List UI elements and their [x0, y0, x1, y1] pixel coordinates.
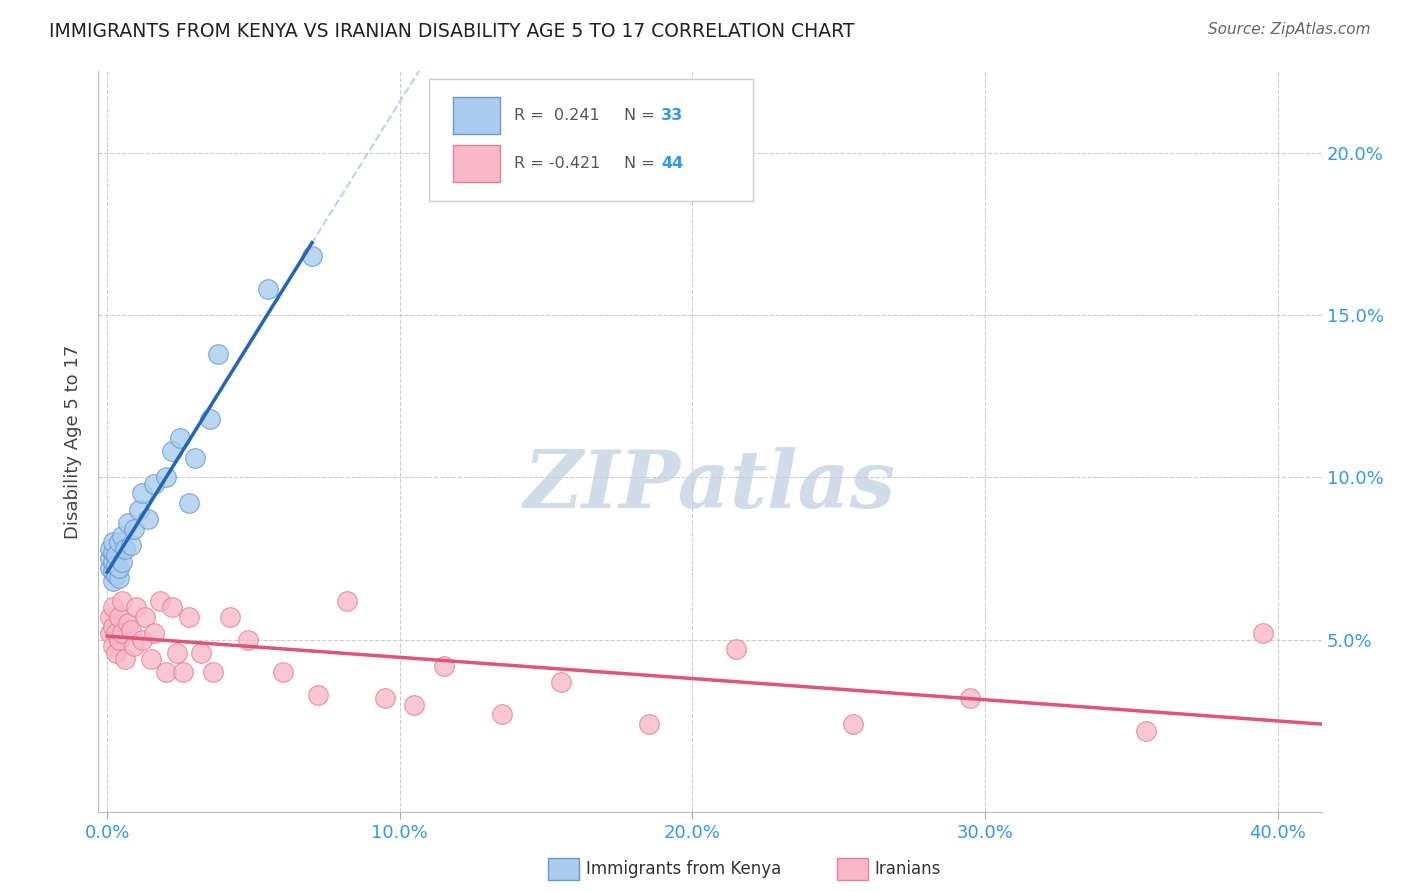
Point: [404, 698, 426, 712]
Point: [104, 626, 127, 640]
Point: [101, 535, 124, 549]
Point: [637, 717, 659, 731]
Point: [108, 561, 131, 575]
Point: [104, 567, 127, 582]
Point: [98, 541, 121, 556]
Point: [108, 610, 131, 624]
Point: [131, 632, 153, 647]
Point: [101, 639, 124, 653]
Point: [155, 470, 177, 484]
Point: [101, 545, 124, 559]
Point: [111, 626, 134, 640]
Point: [143, 476, 166, 491]
Point: [236, 632, 259, 647]
Text: 33: 33: [661, 108, 683, 123]
Point: [1251, 626, 1274, 640]
Point: [136, 512, 159, 526]
Point: [122, 639, 145, 653]
Point: [111, 529, 134, 543]
Point: [491, 707, 513, 722]
Point: [169, 431, 191, 445]
Point: [98, 610, 121, 624]
Point: [139, 652, 162, 666]
Point: [172, 665, 194, 679]
Point: [101, 565, 124, 579]
Point: [117, 516, 139, 530]
Text: 44: 44: [661, 156, 683, 171]
Point: [104, 558, 127, 572]
Point: [108, 571, 131, 585]
Point: [122, 522, 145, 536]
Point: [98, 561, 121, 575]
Point: [98, 551, 121, 566]
Text: IMMIGRANTS FROM KENYA VS IRANIAN DISABILITY AGE 5 TO 17 CORRELATION CHART: IMMIGRANTS FROM KENYA VS IRANIAN DISABIL…: [49, 22, 855, 41]
Point: [201, 665, 224, 679]
Point: [1135, 723, 1157, 738]
Point: [959, 691, 981, 706]
Point: [271, 665, 294, 679]
FancyBboxPatch shape: [453, 97, 499, 135]
Point: [101, 555, 124, 569]
Text: N =: N =: [624, 156, 661, 171]
Y-axis label: Disability Age 5 to 17: Disability Age 5 to 17: [65, 344, 83, 539]
Point: [433, 658, 456, 673]
Point: [111, 555, 134, 569]
Point: [120, 623, 142, 637]
Text: Immigrants from Kenya: Immigrants from Kenya: [586, 860, 782, 878]
Point: [374, 691, 396, 706]
Point: [108, 632, 131, 647]
Point: [301, 250, 323, 264]
Text: R = -0.421: R = -0.421: [515, 156, 600, 171]
Point: [128, 502, 150, 516]
Text: R =  0.241: R = 0.241: [515, 108, 600, 123]
Point: [207, 347, 229, 361]
Text: ZIPatlas: ZIPatlas: [524, 447, 896, 524]
Point: [155, 665, 177, 679]
Point: [117, 616, 139, 631]
FancyBboxPatch shape: [453, 145, 499, 183]
Point: [125, 600, 148, 615]
Point: [131, 486, 153, 500]
Point: [160, 444, 183, 458]
Point: [179, 610, 201, 624]
Point: [550, 674, 572, 689]
Point: [257, 282, 280, 296]
Text: N =: N =: [624, 108, 661, 123]
Point: [104, 548, 127, 562]
Point: [111, 593, 134, 607]
Point: [98, 626, 121, 640]
Point: [114, 652, 136, 666]
Text: Iranians: Iranians: [875, 860, 941, 878]
Point: [190, 646, 212, 660]
Point: [108, 535, 131, 549]
Point: [114, 541, 136, 556]
Point: [149, 593, 172, 607]
Point: [101, 619, 124, 633]
Point: [336, 593, 359, 607]
Point: [307, 688, 329, 702]
Point: [179, 496, 201, 510]
Text: Source: ZipAtlas.com: Source: ZipAtlas.com: [1208, 22, 1371, 37]
Point: [842, 717, 865, 731]
Point: [101, 574, 124, 589]
Point: [184, 450, 207, 465]
FancyBboxPatch shape: [429, 78, 752, 201]
Point: [160, 600, 183, 615]
Point: [198, 412, 221, 426]
Point: [166, 646, 188, 660]
Point: [725, 642, 748, 657]
Point: [143, 626, 166, 640]
Point: [134, 610, 156, 624]
Point: [120, 538, 142, 552]
Point: [101, 600, 124, 615]
Point: [104, 646, 127, 660]
Point: [219, 610, 242, 624]
